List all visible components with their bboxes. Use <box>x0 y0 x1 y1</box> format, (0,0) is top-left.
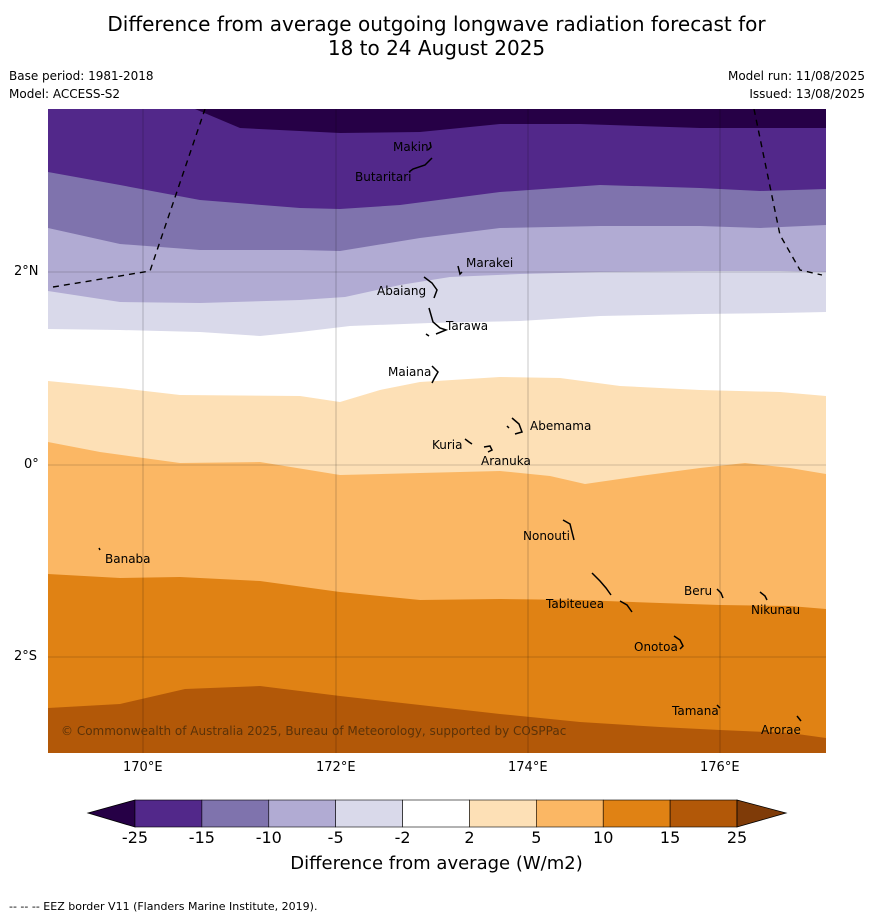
colorbar-cells <box>134 799 738 828</box>
lat-label-2s: 2°S <box>14 649 38 664</box>
island-arorae <box>796 715 802 722</box>
island-tabiteuea <box>591 572 633 613</box>
colorbar-title: Difference from average (W/m2) <box>290 853 583 874</box>
island-makin <box>427 141 432 151</box>
eez-border-west <box>52 109 206 288</box>
colorbar <box>86 799 788 828</box>
place-label-tabiteuea: Tabiteuea <box>546 597 605 611</box>
island-tamana <box>716 704 721 709</box>
island-tarawa <box>425 307 449 337</box>
meta-right: Model run: 11/08/2025 Issued: 13/08/2025 <box>728 67 865 103</box>
issued-date: Issued: 13/08/2025 <box>749 87 865 101</box>
island-banaba <box>98 547 101 551</box>
island-maiana <box>431 365 439 384</box>
colorbar-tick-label: -25 <box>121 828 149 847</box>
place-label-tarawa: Tarawa <box>446 319 489 333</box>
island-abaiang <box>423 276 438 299</box>
place-label-makin: Makin <box>393 140 429 154</box>
colorbar-tick-label: 5 <box>531 828 542 847</box>
place-label-nonouti: Nonouti <box>523 529 570 543</box>
place-label-banaba: Banaba <box>105 552 151 566</box>
colorbar-cell <box>335 799 403 828</box>
colorbar-tick-label: 25 <box>726 828 748 847</box>
copyright-notice: © Commonwealth of Australia 2025, Bureau… <box>61 724 567 738</box>
colorbar-extend-high <box>736 799 788 828</box>
colorbar-tick-label: -10 <box>255 828 282 847</box>
place-label-arorae: Arorae <box>761 723 801 737</box>
lat-label-2n: 2°N <box>14 264 39 279</box>
colorbar-cell <box>536 799 604 828</box>
place-label-maiana: Maiana <box>388 365 432 379</box>
title-line-1: Difference from average outgoing longwav… <box>107 12 766 36</box>
colorbar-tick-label: 15 <box>659 828 681 847</box>
band-plus15-plus25 <box>48 686 826 753</box>
colorbar-cell <box>602 799 671 828</box>
model-name: Model: ACCESS-S2 <box>9 87 121 101</box>
lon-label-176: 176°E <box>700 760 740 775</box>
place-label-marakei: Marakei <box>466 256 514 270</box>
colorbar-cell <box>201 799 270 828</box>
colorbar-cell <box>669 799 738 828</box>
lat-label-0: 0° <box>24 457 39 472</box>
place-label-aranuka: Aranuka <box>481 454 531 468</box>
model-run: Model run: 11/08/2025 <box>727 69 865 83</box>
island-aranuka <box>483 445 494 453</box>
island-marakei <box>457 265 463 276</box>
island-abemama <box>506 417 523 435</box>
colorbar-cell <box>469 799 537 828</box>
place-label-nikunau: Nikunau <box>751 603 801 617</box>
place-label-kuria: Kuria <box>432 438 463 452</box>
place-label-beru: Beru <box>684 584 713 598</box>
place-label-butaritari: Butaritari <box>355 170 412 184</box>
lon-label-174: 174°E <box>508 760 548 775</box>
island-beru <box>716 588 724 599</box>
place-label-abaiang: Abaiang <box>377 284 427 298</box>
lon-label-170: 170°E <box>123 760 163 775</box>
grid-lines <box>48 109 826 753</box>
place-label-onotoa: Onotoa <box>634 640 678 654</box>
band-below-minus25 <box>195 109 826 133</box>
base-period: Base period: 1981-2018 <box>9 69 154 83</box>
island-nonouti <box>562 519 575 541</box>
eez-border-east <box>753 109 823 276</box>
colorbar-extend-low <box>86 799 136 828</box>
eez-border <box>52 109 823 288</box>
island-onotoa <box>673 635 684 650</box>
island-outlines <box>98 141 802 722</box>
map-title: Difference from average outgoing longwav… <box>0 12 873 60</box>
eez-footnote: -- -- -- EEZ border V11 (Flanders Marine… <box>9 900 318 913</box>
colorbar-cell <box>402 799 470 828</box>
island-nikunau <box>759 591 768 601</box>
place-label-abemama: Abemama <box>530 419 592 433</box>
colorbar-cell <box>268 799 336 828</box>
colorbar-tick-label: 2 <box>464 828 475 847</box>
meta-left: Base period: 1981-2018 Model: ACCESS-S2 <box>9 67 154 103</box>
colorbar-tick-label: -15 <box>188 828 215 847</box>
colorbar-cell <box>134 799 203 828</box>
colorbar-tick-label: 10 <box>593 828 614 847</box>
colorbar-tick-label: -2 <box>394 828 411 847</box>
place-label-tamana: Tamana <box>672 704 719 718</box>
title-line-2: 18 to 24 August 2025 <box>327 36 546 60</box>
colorbar-tick-label: -5 <box>327 828 344 847</box>
island-kuria <box>464 438 473 445</box>
lon-label-172: 172°E <box>316 760 356 775</box>
island-butaritari <box>408 157 433 173</box>
contour-field <box>48 109 826 753</box>
